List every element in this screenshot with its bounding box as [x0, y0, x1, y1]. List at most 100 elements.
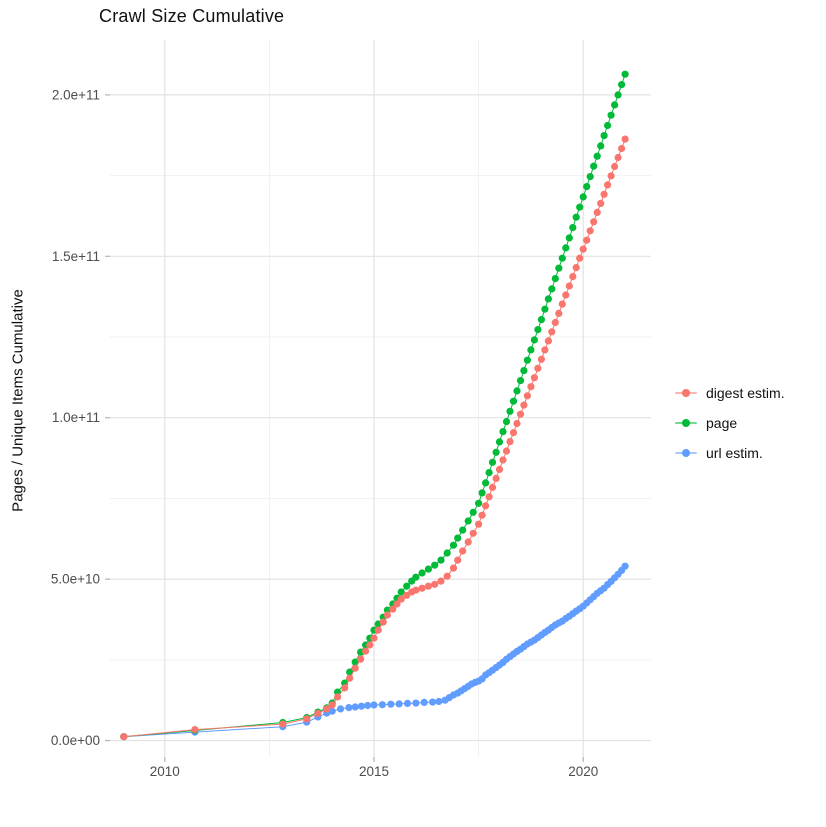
data-point-digest-estim: [459, 547, 467, 555]
data-point-digest-estim: [618, 144, 626, 153]
data-point-digest-estim: [341, 684, 349, 692]
data-point-digest-estim: [614, 153, 622, 162]
data-point-page: [537, 316, 546, 324]
data-point-digest-estim: [513, 419, 521, 428]
data-point-digest-estim: [475, 520, 483, 528]
data-point-digest-estim: [412, 586, 420, 594]
data-point-digest-estim: [351, 664, 359, 672]
data-point-digest-estim: [120, 733, 128, 741]
data-point-page: [600, 132, 608, 140]
data-point-page: [509, 397, 518, 405]
data-point-digest-estim: [499, 456, 507, 464]
legend-label: url estim.: [706, 445, 763, 461]
y-axis-title: Pages / Unique Items Cumulative: [9, 289, 27, 512]
data-point-digest-estim: [590, 218, 598, 226]
data-point-page: [482, 479, 490, 487]
data-point-page: [565, 234, 573, 242]
data-point-digest-estim: [593, 208, 601, 216]
data-point-digest-estim: [379, 618, 387, 626]
data-point-url-estim: [395, 700, 403, 708]
data-point-page: [351, 658, 359, 666]
data-point-digest-estim: [485, 493, 493, 501]
y-tick-label: 2.0e+11: [52, 87, 100, 102]
data-point-page: [464, 517, 472, 525]
data-point-page: [562, 244, 570, 252]
data-point-page: [454, 534, 462, 542]
data-point-page: [597, 142, 605, 150]
data-point-page: [583, 183, 591, 191]
data-point-digest-estim: [600, 190, 608, 198]
x-tick-label: 2020: [568, 764, 598, 779]
data-point-url-estim: [370, 701, 378, 709]
data-point-digest-estim: [506, 438, 514, 446]
data-point-digest-estim: [303, 715, 311, 723]
data-point-page: [590, 162, 598, 170]
data-point-digest-estim: [443, 572, 451, 580]
data-point-digest-estim: [611, 162, 619, 171]
y-tick-label: 1.0e+11: [52, 410, 100, 425]
data-point-url-estim: [378, 701, 386, 709]
data-point-page: [506, 407, 514, 415]
data-point-page: [569, 224, 577, 232]
data-point-digest-estim: [362, 647, 370, 655]
data-point-page: [520, 367, 528, 375]
data-point-digest-estim: [370, 634, 378, 642]
data-point-page: [516, 377, 525, 385]
data-point-digest-estim: [516, 410, 525, 418]
data-point-url-estim: [357, 702, 366, 710]
data-point-page: [534, 326, 542, 334]
data-point-digest-estim: [565, 282, 573, 290]
legend: digest estim. page url estim.: [674, 378, 785, 468]
y-tick-label: 0.0e+00: [51, 733, 100, 748]
data-point-digest-estim: [520, 401, 528, 409]
data-point-url-estim: [403, 699, 412, 708]
data-point-page: [495, 438, 504, 446]
data-point-page: [586, 173, 594, 181]
data-point-page: [431, 561, 439, 569]
data-point-page: [485, 469, 493, 477]
data-point-digest-estim: [328, 701, 336, 709]
data-point-digest-estim: [537, 355, 546, 363]
data-point-digest-estim: [555, 309, 563, 317]
data-point-digest-estim: [454, 556, 462, 564]
data-point-digest-estim: [366, 641, 374, 649]
data-point-digest-estim: [544, 337, 553, 345]
data-point-digest-estim: [607, 172, 615, 180]
data-point-digest-estim: [279, 720, 287, 728]
data-point-page: [558, 254, 566, 262]
data-point-digest-estim: [597, 199, 605, 207]
data-point-digest-estim: [492, 474, 500, 482]
data-point-page: [607, 111, 615, 119]
data-point-digest-estim: [527, 383, 535, 391]
data-point-url-estim: [364, 701, 372, 710]
legend-key-dot: [682, 449, 690, 457]
chart-title: Crawl Size Cumulative: [99, 6, 285, 26]
data-point-digest-estim: [579, 245, 587, 253]
data-point-digest-estim: [418, 584, 426, 592]
data-point-digest-estim: [374, 626, 382, 634]
data-point-digest-estim: [576, 254, 584, 262]
data-point-page: [449, 541, 458, 549]
data-point-url-estim: [387, 700, 395, 708]
data-point-page: [614, 91, 622, 99]
data-point-page: [523, 356, 532, 364]
data-point-digest-estim: [495, 465, 504, 473]
data-point-page: [548, 285, 556, 293]
data-point-page: [488, 458, 497, 466]
data-point-digest-estim: [548, 328, 556, 336]
data-point-digest-estim: [488, 483, 497, 491]
data-point-digest-estim: [586, 227, 594, 235]
data-point-digest-estim: [314, 709, 322, 718]
data-point-page: [478, 489, 486, 497]
legend-item-digest-estim: digest estim.: [674, 378, 785, 408]
data-point-digest-estim: [383, 611, 391, 619]
data-point-url-estim: [345, 704, 353, 712]
data-point-page: [530, 336, 539, 344]
data-point-digest-estim: [393, 600, 401, 608]
data-point-digest-estim: [541, 346, 549, 354]
data-point-digest-estim: [604, 181, 612, 189]
legend-key-icon: [674, 385, 698, 401]
data-point-page: [492, 448, 500, 456]
data-point-digest-estim: [424, 582, 432, 590]
